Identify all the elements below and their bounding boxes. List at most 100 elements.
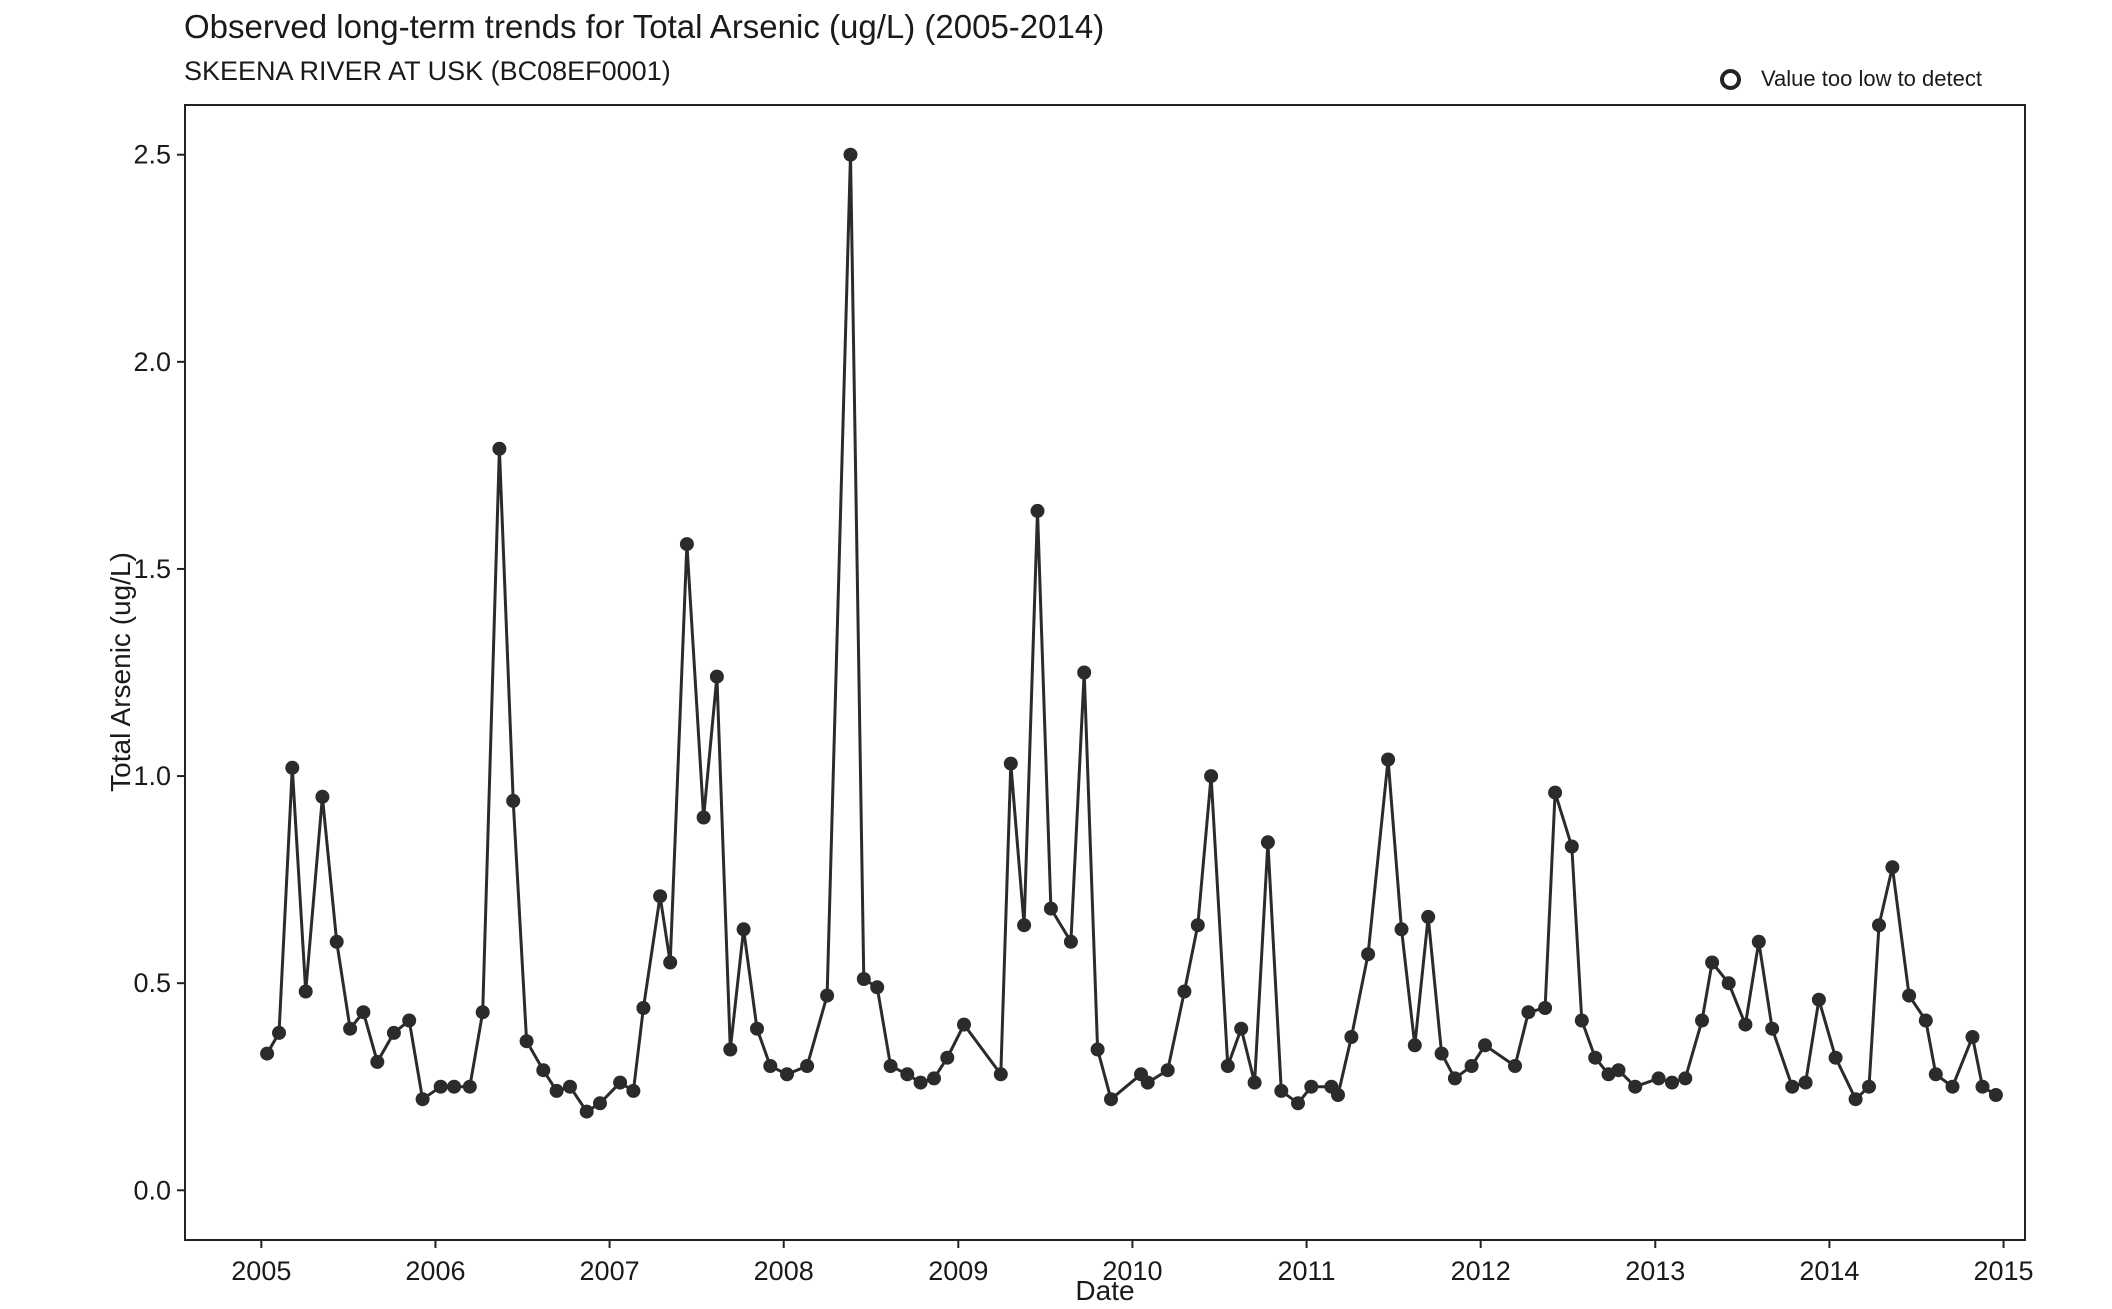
- data-point: [1628, 1079, 1643, 1094]
- data-point: [1574, 1013, 1589, 1028]
- data-point: [1421, 909, 1436, 924]
- data-point: [1965, 1030, 1980, 1044]
- data-point: [1204, 769, 1219, 784]
- data-point: [1588, 1050, 1603, 1065]
- data-point: [1678, 1071, 1693, 1086]
- data-point: [285, 760, 300, 775]
- data-point: [696, 810, 711, 825]
- x-tick-label: 2006: [405, 1256, 465, 1286]
- data-point: [1872, 918, 1886, 933]
- data-point: [386, 1025, 401, 1040]
- x-tick-label: 2009: [928, 1256, 988, 1286]
- data-point: [1407, 1038, 1422, 1053]
- data-point: [1090, 1042, 1105, 1057]
- data-point: [1828, 1050, 1843, 1065]
- series-points: [260, 147, 2003, 1119]
- data-point: [1394, 922, 1409, 937]
- open-circle-icon: [1720, 68, 1741, 90]
- data-point: [1017, 918, 1032, 933]
- data-point: [260, 1046, 275, 1061]
- data-point: [1848, 1092, 1863, 1107]
- data-point: [1478, 1038, 1492, 1053]
- data-point: [626, 1083, 641, 1098]
- x-tick-label: 2011: [1278, 1256, 1336, 1286]
- data-point: [492, 441, 507, 456]
- x-axis: 2005 2006 2007 2008 2009 2010 2011 2012 2013 2014…: [231, 1240, 2034, 1286]
- data-point: [870, 980, 885, 995]
- y-tick-label: 2.0: [133, 347, 171, 377]
- data-point: [1665, 1075, 1679, 1090]
- x-tick-label: 2014: [1799, 1256, 1859, 1286]
- data-point: [1104, 1092, 1118, 1107]
- data-point: [1902, 988, 1917, 1003]
- data-point: [763, 1059, 778, 1073]
- data-point: [679, 537, 694, 552]
- data-point: [1434, 1046, 1449, 1061]
- data-point: [1260, 835, 1275, 850]
- y-tick-label: 1.0: [133, 761, 171, 791]
- data-point: [1220, 1059, 1235, 1073]
- x-tick-label: 2015: [1973, 1256, 2033, 1286]
- data-point: [579, 1104, 594, 1119]
- data-point: [800, 1059, 815, 1073]
- data-point: [447, 1079, 462, 1094]
- data-point: [329, 934, 344, 949]
- data-point: [1381, 752, 1396, 767]
- data-point: [536, 1063, 551, 1078]
- data-point: [1548, 785, 1563, 800]
- data-point: [415, 1092, 430, 1107]
- chart-title: Observed long-term trends for Total Arse…: [184, 8, 1105, 45]
- data-point: [900, 1067, 915, 1082]
- data-point: [1975, 1079, 1990, 1094]
- data-point: [563, 1079, 577, 1094]
- data-point: [1611, 1063, 1626, 1078]
- data-point: [856, 972, 871, 986]
- data-point: [1344, 1030, 1359, 1044]
- x-tick-label: 2012: [1451, 1256, 1511, 1286]
- data-point: [957, 1017, 971, 1032]
- x-tick-label: 2005: [231, 1256, 291, 1286]
- data-point: [1785, 1079, 1800, 1094]
- data-point: [1003, 756, 1018, 771]
- data-point: [1464, 1059, 1479, 1073]
- data-point: [750, 1021, 764, 1036]
- data-point: [356, 1005, 371, 1020]
- data-point: [1331, 1088, 1345, 1102]
- data-point: [1945, 1079, 1960, 1094]
- data-point: [1885, 860, 1900, 875]
- data-point: [1140, 1075, 1155, 1090]
- data-point: [736, 922, 751, 937]
- data-point: [1234, 1021, 1249, 1036]
- data-point: [1077, 665, 1092, 680]
- data-point: [1695, 1013, 1709, 1028]
- data-point: [1447, 1071, 1462, 1086]
- data-point: [298, 984, 313, 999]
- data-point: [1811, 992, 1826, 1007]
- x-tick-label: 2013: [1625, 1256, 1685, 1286]
- data-point: [723, 1042, 738, 1057]
- data-point: [272, 1025, 286, 1040]
- data-point: [1030, 503, 1045, 518]
- x-tick-label: 2007: [580, 1256, 640, 1286]
- legend-label: Value too low to detect: [1761, 66, 1982, 91]
- data-point: [593, 1096, 607, 1111]
- data-point: [993, 1067, 1008, 1082]
- data-point: [1521, 1005, 1536, 1020]
- data-point: [1361, 947, 1376, 962]
- x-axis-label: Date: [1075, 1275, 1134, 1306]
- data-point: [1918, 1013, 1933, 1028]
- data-point: [315, 789, 330, 804]
- y-tick-label: 1.5: [133, 554, 171, 584]
- data-point: [370, 1054, 385, 1069]
- data-point: [1160, 1063, 1175, 1078]
- data-point: [1738, 1017, 1753, 1032]
- data-point: [927, 1071, 941, 1086]
- data-point: [475, 1005, 490, 1020]
- data-point: [843, 147, 858, 162]
- data-point: [663, 955, 678, 970]
- data-point: [549, 1083, 564, 1098]
- y-axis-label: Total Arsenic (ug/L): [105, 552, 136, 792]
- data-point: [1508, 1059, 1522, 1073]
- data-point: [1721, 976, 1736, 991]
